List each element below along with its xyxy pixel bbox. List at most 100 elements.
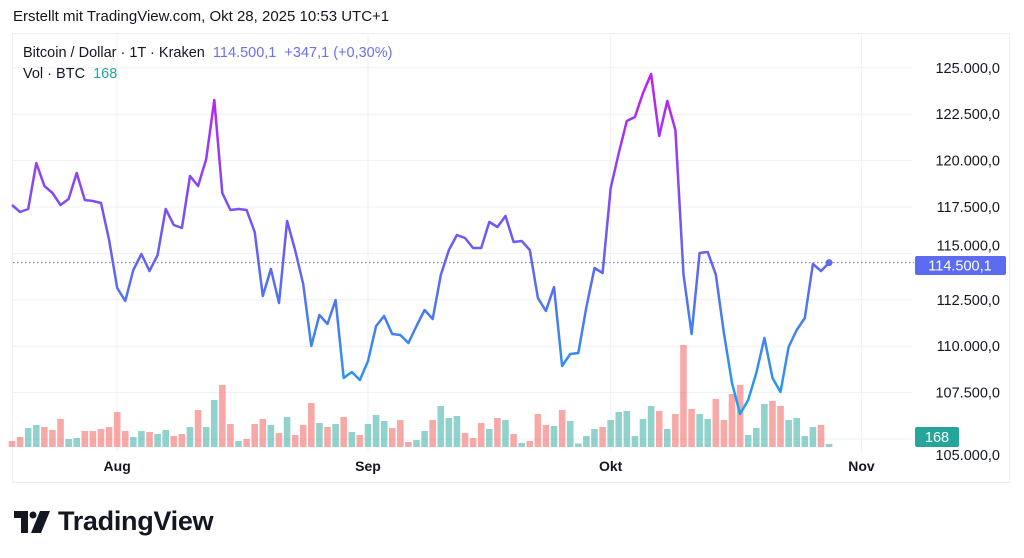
- volume-bar: [655, 411, 663, 447]
- volume-bar: [599, 427, 606, 447]
- volume-badge: 168: [915, 427, 959, 447]
- volume-bar: [744, 435, 752, 447]
- volume-bar: [32, 425, 40, 447]
- chart-frame: [12, 33, 1010, 483]
- volume-bar: [186, 427, 194, 447]
- volume-bar: [769, 401, 776, 447]
- volume-bar: [380, 421, 388, 447]
- volume-bar: [663, 429, 671, 447]
- volume-bar: [801, 436, 809, 447]
- volume-bar: [647, 406, 655, 447]
- volume-bar: [761, 404, 768, 447]
- created-with-caption: Erstellt mit TradingView.com, Okt 28, 20…: [13, 8, 390, 25]
- volume-bar: [81, 431, 89, 447]
- volume-bar: [453, 416, 461, 447]
- volume-bar: [777, 406, 784, 447]
- volume-bar: [510, 434, 517, 447]
- volume-bar: [210, 400, 218, 447]
- volume-bar: [121, 431, 129, 447]
- y-tick-label: 117.500,0: [937, 200, 1000, 216]
- x-tick-label: Okt: [599, 458, 623, 474]
- time-axis[interactable]: Aug Sep Okt Nov: [104, 458, 875, 474]
- volume-bar: [421, 431, 428, 447]
- volume-bar: [348, 432, 356, 447]
- volume-bar: [736, 385, 744, 447]
- last-price-badge-text: 114.500,1: [928, 259, 991, 275]
- y-tick-label: 107.500,0: [935, 386, 1000, 402]
- volume-bar: [8, 441, 16, 447]
- legend-price: 114.500,1: [212, 45, 277, 61]
- volume-bar: [154, 434, 161, 447]
- volume-bar: [752, 428, 760, 447]
- volume-bar: [688, 409, 695, 447]
- volume-bar: [445, 418, 453, 447]
- volume-bar: [291, 435, 299, 447]
- volume-bar: [461, 433, 469, 447]
- volume-bar: [728, 394, 736, 447]
- volume-bar: [372, 415, 380, 447]
- price-line: [11, 72, 830, 416]
- volume-bar: [534, 414, 542, 447]
- volume-bar: [591, 429, 598, 447]
- volume-bar: [486, 429, 493, 447]
- volume-bar: [793, 418, 801, 447]
- volume-bar: [324, 427, 331, 447]
- volume-bar: [429, 420, 436, 447]
- volume-bar: [130, 437, 137, 447]
- volume-bar: [388, 428, 396, 447]
- volume-bar: [550, 426, 558, 447]
- volume-bar: [615, 412, 623, 447]
- last-price-badge: 114.500,1: [915, 256, 1006, 275]
- volume-title: Vol · BTC: [23, 66, 86, 82]
- volume-bar: [65, 439, 72, 447]
- y-tick-label: 112.500,0: [937, 293, 1000, 309]
- volume-bar: [24, 428, 32, 447]
- volume-bar: [631, 436, 639, 447]
- volume-bar: [219, 385, 226, 447]
- volume-bar: [526, 441, 534, 447]
- volume-bar: [825, 444, 833, 447]
- volume-bar: [178, 434, 186, 447]
- legend-change: +347,1 (+0,30%): [284, 45, 393, 61]
- volume-bar: [113, 412, 121, 447]
- y-tick-label: 120.000,0: [935, 154, 1000, 170]
- y-tick-label: 105.000,0: [935, 448, 1000, 464]
- volume-bar: [437, 406, 445, 447]
- last-price-dot: [825, 259, 833, 267]
- volume-bar: [542, 425, 550, 447]
- volume-bar: [356, 435, 364, 447]
- volume-bar: [712, 399, 720, 447]
- volume-bar: [243, 439, 250, 447]
- volume-bar: [518, 443, 525, 447]
- symbol-title: Bitcoin / Dollar · 1T · Kraken: [23, 45, 205, 61]
- symbol-legend: Bitcoin / Dollar · 1T · Kraken 114.500,1…: [23, 45, 392, 61]
- volume-bar: [57, 419, 64, 447]
- volume-bar: [259, 419, 267, 447]
- volume-badge-text: 168: [925, 430, 949, 446]
- volume-bar: [672, 414, 679, 447]
- volume-bar: [785, 420, 792, 447]
- volume-bar: [405, 442, 412, 447]
- volume-bar: [583, 436, 590, 447]
- volume-legend: Vol · BTC 168: [23, 66, 117, 82]
- volume-bar: [364, 424, 372, 447]
- x-tick-label: Aug: [104, 458, 131, 474]
- volume-bar: [227, 424, 234, 447]
- volume-bar: [89, 431, 97, 447]
- volume-bar: [105, 427, 113, 447]
- x-tick-label: Nov: [848, 458, 875, 474]
- volume-bar: [704, 419, 712, 447]
- volume-bar: [283, 417, 291, 447]
- volume-bar: [696, 414, 703, 447]
- volume-bar: [202, 427, 210, 447]
- volume-bar: [558, 410, 566, 447]
- tradingview-logo[interactable]: TradingView: [14, 506, 214, 537]
- volume-bar: [607, 420, 614, 447]
- volume-bar: [41, 427, 48, 447]
- volume-bar: [340, 417, 347, 447]
- price-axis[interactable]: 125.000,0 122.500,0 120.000,0 117.500,0 115.…: [935, 61, 1000, 464]
- volume-bar: [809, 427, 817, 447]
- volume-bar: [251, 424, 258, 447]
- y-tick-label: 115.000,0: [937, 239, 1000, 255]
